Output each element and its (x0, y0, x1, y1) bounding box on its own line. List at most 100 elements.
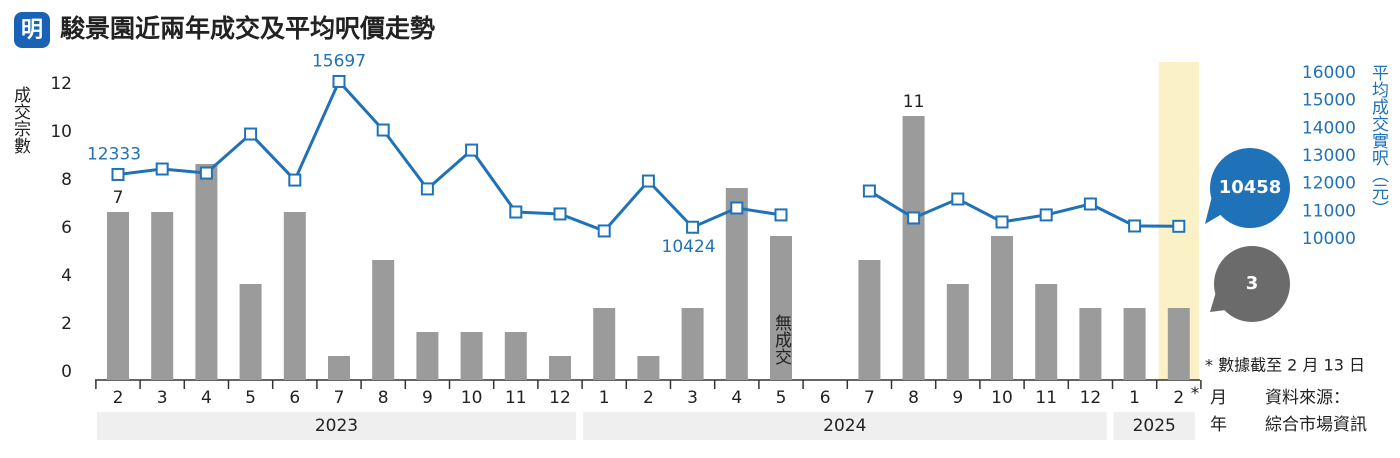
line-marker (553, 207, 567, 221)
y-tick-label: 10 (50, 122, 72, 142)
callout-label: 10458 (1219, 177, 1282, 198)
y2-tick-label: 13000 (1302, 146, 1356, 166)
x-tick-label: 12 (549, 388, 571, 408)
note: * 數據截至 2 月 13 日 (1205, 356, 1365, 375)
logo: 明 (21, 18, 43, 43)
bar-label: 11 (903, 92, 925, 112)
bar (504, 332, 527, 380)
y-tick-label: 4 (61, 266, 72, 286)
bar (1079, 308, 1102, 380)
y2-tick-label: 16000 (1302, 63, 1356, 83)
bar (902, 116, 925, 380)
y2-tick-label: 14000 (1302, 118, 1356, 138)
bar (549, 356, 571, 380)
y-tick-label: 8 (61, 170, 72, 190)
bar (460, 332, 483, 380)
line-marker (509, 205, 523, 219)
callout-bubble (1210, 148, 1290, 228)
year-band (96, 412, 577, 440)
x-tick-label: 10 (461, 388, 483, 408)
x-tick-label: 10 (991, 388, 1013, 408)
callout-bubble (1205, 196, 1222, 224)
line-label: 15697 (312, 51, 366, 71)
callout-bubble (1214, 246, 1290, 322)
x-tick-label: 9 (422, 388, 433, 408)
x-tick-label: 6 (820, 388, 831, 408)
x-tick-label: 3 (157, 388, 168, 408)
year-band (1113, 412, 1195, 440)
x-tick-label: 3 (687, 388, 698, 408)
y-tick-label: 12 (50, 74, 72, 94)
x-tick-label: 5 (245, 388, 256, 408)
bar-label: 7 (113, 188, 124, 208)
source: 綜合市場資訊 (1265, 415, 1367, 435)
y2-tick-label: 10000 (1302, 229, 1356, 249)
year-label: 2025 (1133, 416, 1176, 436)
line-marker (376, 123, 390, 137)
y-tick-label: 0 (61, 362, 72, 382)
x-tick-label: 7 (334, 388, 345, 408)
y-tick-label: 2 (61, 314, 72, 334)
x-tick-label: 2 (113, 388, 124, 408)
bar (858, 260, 881, 380)
bar (416, 332, 439, 380)
line-marker (774, 208, 788, 222)
x-tick-label: 7 (864, 388, 875, 408)
x-tick-label: 2 (643, 388, 654, 408)
line-marker (686, 220, 700, 234)
x-tick-label: 1 (1129, 388, 1140, 408)
x-tick-label: 1 (599, 388, 610, 408)
line-marker (1128, 219, 1142, 233)
bar (725, 188, 748, 380)
line-marker (1172, 219, 1186, 233)
line-marker (597, 224, 611, 238)
line-marker (155, 162, 169, 176)
y-axis-label: 成交宗數 (10, 86, 31, 154)
y2-tick-label: 11000 (1302, 201, 1356, 221)
y2-axis-label: 平均成交實呎（元） (1368, 64, 1389, 217)
x-tick-label: 12 (1080, 388, 1102, 408)
x-tick-label: 11 (1035, 388, 1057, 408)
line-marker (288, 173, 302, 187)
bar (239, 284, 262, 380)
line-marker (199, 166, 213, 180)
bar (946, 284, 969, 380)
year-band (583, 412, 1107, 440)
x-tick-label: 8 (908, 388, 919, 408)
line-marker (995, 215, 1009, 229)
y2-tick-label: 15000 (1302, 91, 1356, 111)
line-marker (1039, 208, 1053, 222)
x-tick-label: 4 (731, 388, 742, 408)
bar (372, 260, 395, 380)
bar (107, 212, 129, 380)
bar (991, 236, 1013, 380)
x-unit-label: 月 (1210, 388, 1227, 408)
line-marker (862, 184, 876, 198)
x-tick-label: 9 (952, 388, 963, 408)
bar (195, 164, 218, 380)
x-tick-label: 6 (289, 388, 300, 408)
bar (637, 356, 660, 380)
line-marker (244, 127, 258, 141)
line-marker (332, 74, 346, 88)
x-unit-label: 年 (1210, 415, 1227, 435)
x-tick-label: 2 (1173, 388, 1184, 408)
bar (1167, 308, 1190, 380)
line-marker (420, 182, 434, 196)
chart-title: 駿景園近兩年成交及平均呎價走勢 (60, 14, 435, 43)
bar (770, 236, 792, 380)
logo-box (14, 12, 50, 48)
y-tick-label: 6 (61, 218, 72, 238)
line-marker (951, 192, 965, 206)
year-label: 2024 (823, 416, 866, 436)
source: 資料來源： (1265, 388, 1350, 408)
bar (593, 308, 616, 380)
x-tick-label: 5 (776, 388, 787, 408)
x-tick-label: 4 (201, 388, 212, 408)
x-tick-label: 8 (378, 388, 389, 408)
bar (151, 212, 174, 380)
line-label: 10424 (662, 237, 716, 257)
line-marker (907, 211, 921, 225)
line-marker (1083, 197, 1097, 211)
